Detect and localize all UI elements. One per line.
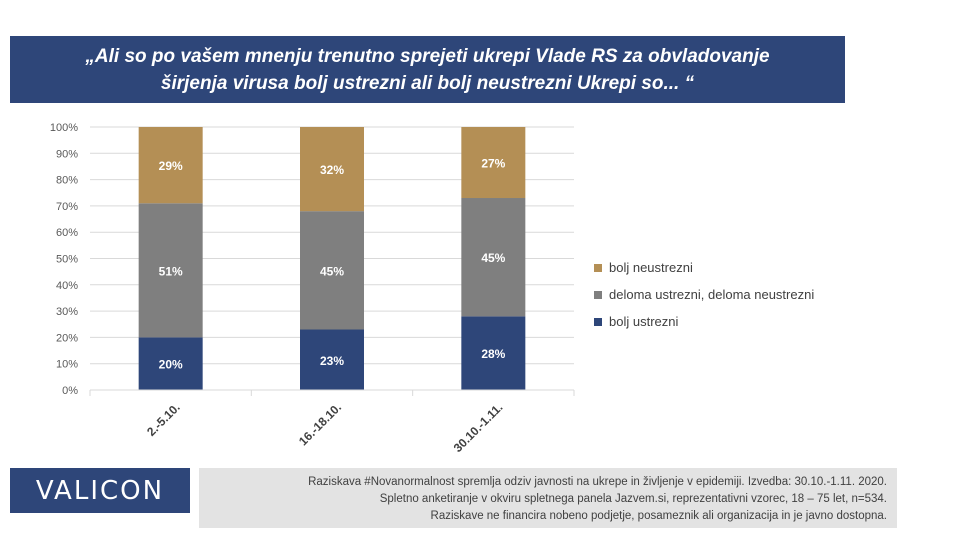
bar-segment: [461, 316, 526, 390]
bar-segment: [138, 127, 203, 204]
logo-text: VALICON: [35, 475, 165, 506]
y-tick-label: 70%: [56, 201, 78, 213]
y-tick-label: 30%: [56, 306, 78, 318]
legend-label: bolj ustrezni: [609, 314, 679, 329]
y-tick-label: 0%: [62, 385, 78, 397]
legend-swatch: [594, 290, 602, 299]
legend-label: deloma ustrezni, deloma neustrezni: [609, 287, 815, 302]
footer-line-3: Raziskave ne financira nobeno podjetje, …: [430, 510, 887, 522]
legend-item-deloma: deloma ustrezni, deloma neustrezni: [594, 281, 814, 308]
data-label: 27%: [481, 157, 505, 171]
footer-line-2: Spletno anketiranje v okviru spletnega p…: [379, 493, 887, 505]
bar-segment: [300, 329, 364, 390]
title-line-1: „Ali so po vašem mnenju trenutno sprejet…: [85, 45, 770, 67]
bar-segment: [300, 127, 364, 212]
legend-label: bolj neustrezni: [609, 260, 693, 275]
x-category-label: 16.-18.10.: [296, 400, 344, 448]
y-tick-label: 60%: [56, 227, 78, 239]
data-label: 23%: [320, 354, 344, 368]
x-category-label: 2.-5.10.: [144, 400, 183, 439]
y-tick-label: 80%: [56, 175, 78, 187]
data-label: 45%: [320, 264, 344, 278]
stacked-bar-chart: 0% 10% 20% 30% 40% 50% 60% 70% 80% 90% 100% 20% 51% 2…: [50, 122, 575, 455]
data-label: 20%: [159, 358, 183, 372]
bar-segment: [138, 337, 203, 390]
y-tick-label: 40%: [56, 280, 78, 292]
y-tick-label: 20%: [56, 332, 78, 344]
data-label: 32%: [320, 163, 344, 177]
footer-line-1: Raziskava #Novanormalnost spremlja odziv…: [308, 476, 887, 488]
valicon-logo: VALICON: [10, 468, 190, 513]
chart-title: „Ali so po vašem mnenju trenutno sprejet…: [28, 43, 828, 97]
title-banner: „Ali so po vašem mnenju trenutno sprejet…: [10, 36, 845, 103]
data-label: 28%: [481, 347, 505, 361]
legend-item-bolj-ustrezni: bolj ustrezni: [594, 308, 814, 335]
y-tick-label: 100%: [50, 122, 78, 134]
data-label: 45%: [481, 251, 505, 265]
legend-item-bolj-neustrezni: bolj neustrezni: [594, 254, 814, 281]
chart-legend: bolj neustrezni deloma ustrezni, deloma …: [594, 254, 814, 335]
bar-segment: [138, 203, 203, 338]
bar-segment: [461, 127, 526, 199]
y-tick-label: 50%: [56, 254, 78, 266]
y-tick-label: 10%: [56, 359, 78, 371]
y-tick-label: 90%: [56, 148, 78, 160]
bar-segment: [300, 211, 364, 330]
data-label: 51%: [159, 264, 183, 278]
legend-swatch: [594, 263, 602, 272]
data-label: 29%: [159, 159, 183, 173]
title-line-2: širjenja virusa bolj ustrezni ali bolj n…: [160, 72, 695, 94]
x-category-label: 30.10.-1.11.: [451, 400, 506, 455]
bar-segment: [461, 198, 526, 317]
footer-note: Raziskava #Novanormalnost spremlja odziv…: [199, 468, 897, 528]
legend-swatch: [594, 317, 602, 326]
